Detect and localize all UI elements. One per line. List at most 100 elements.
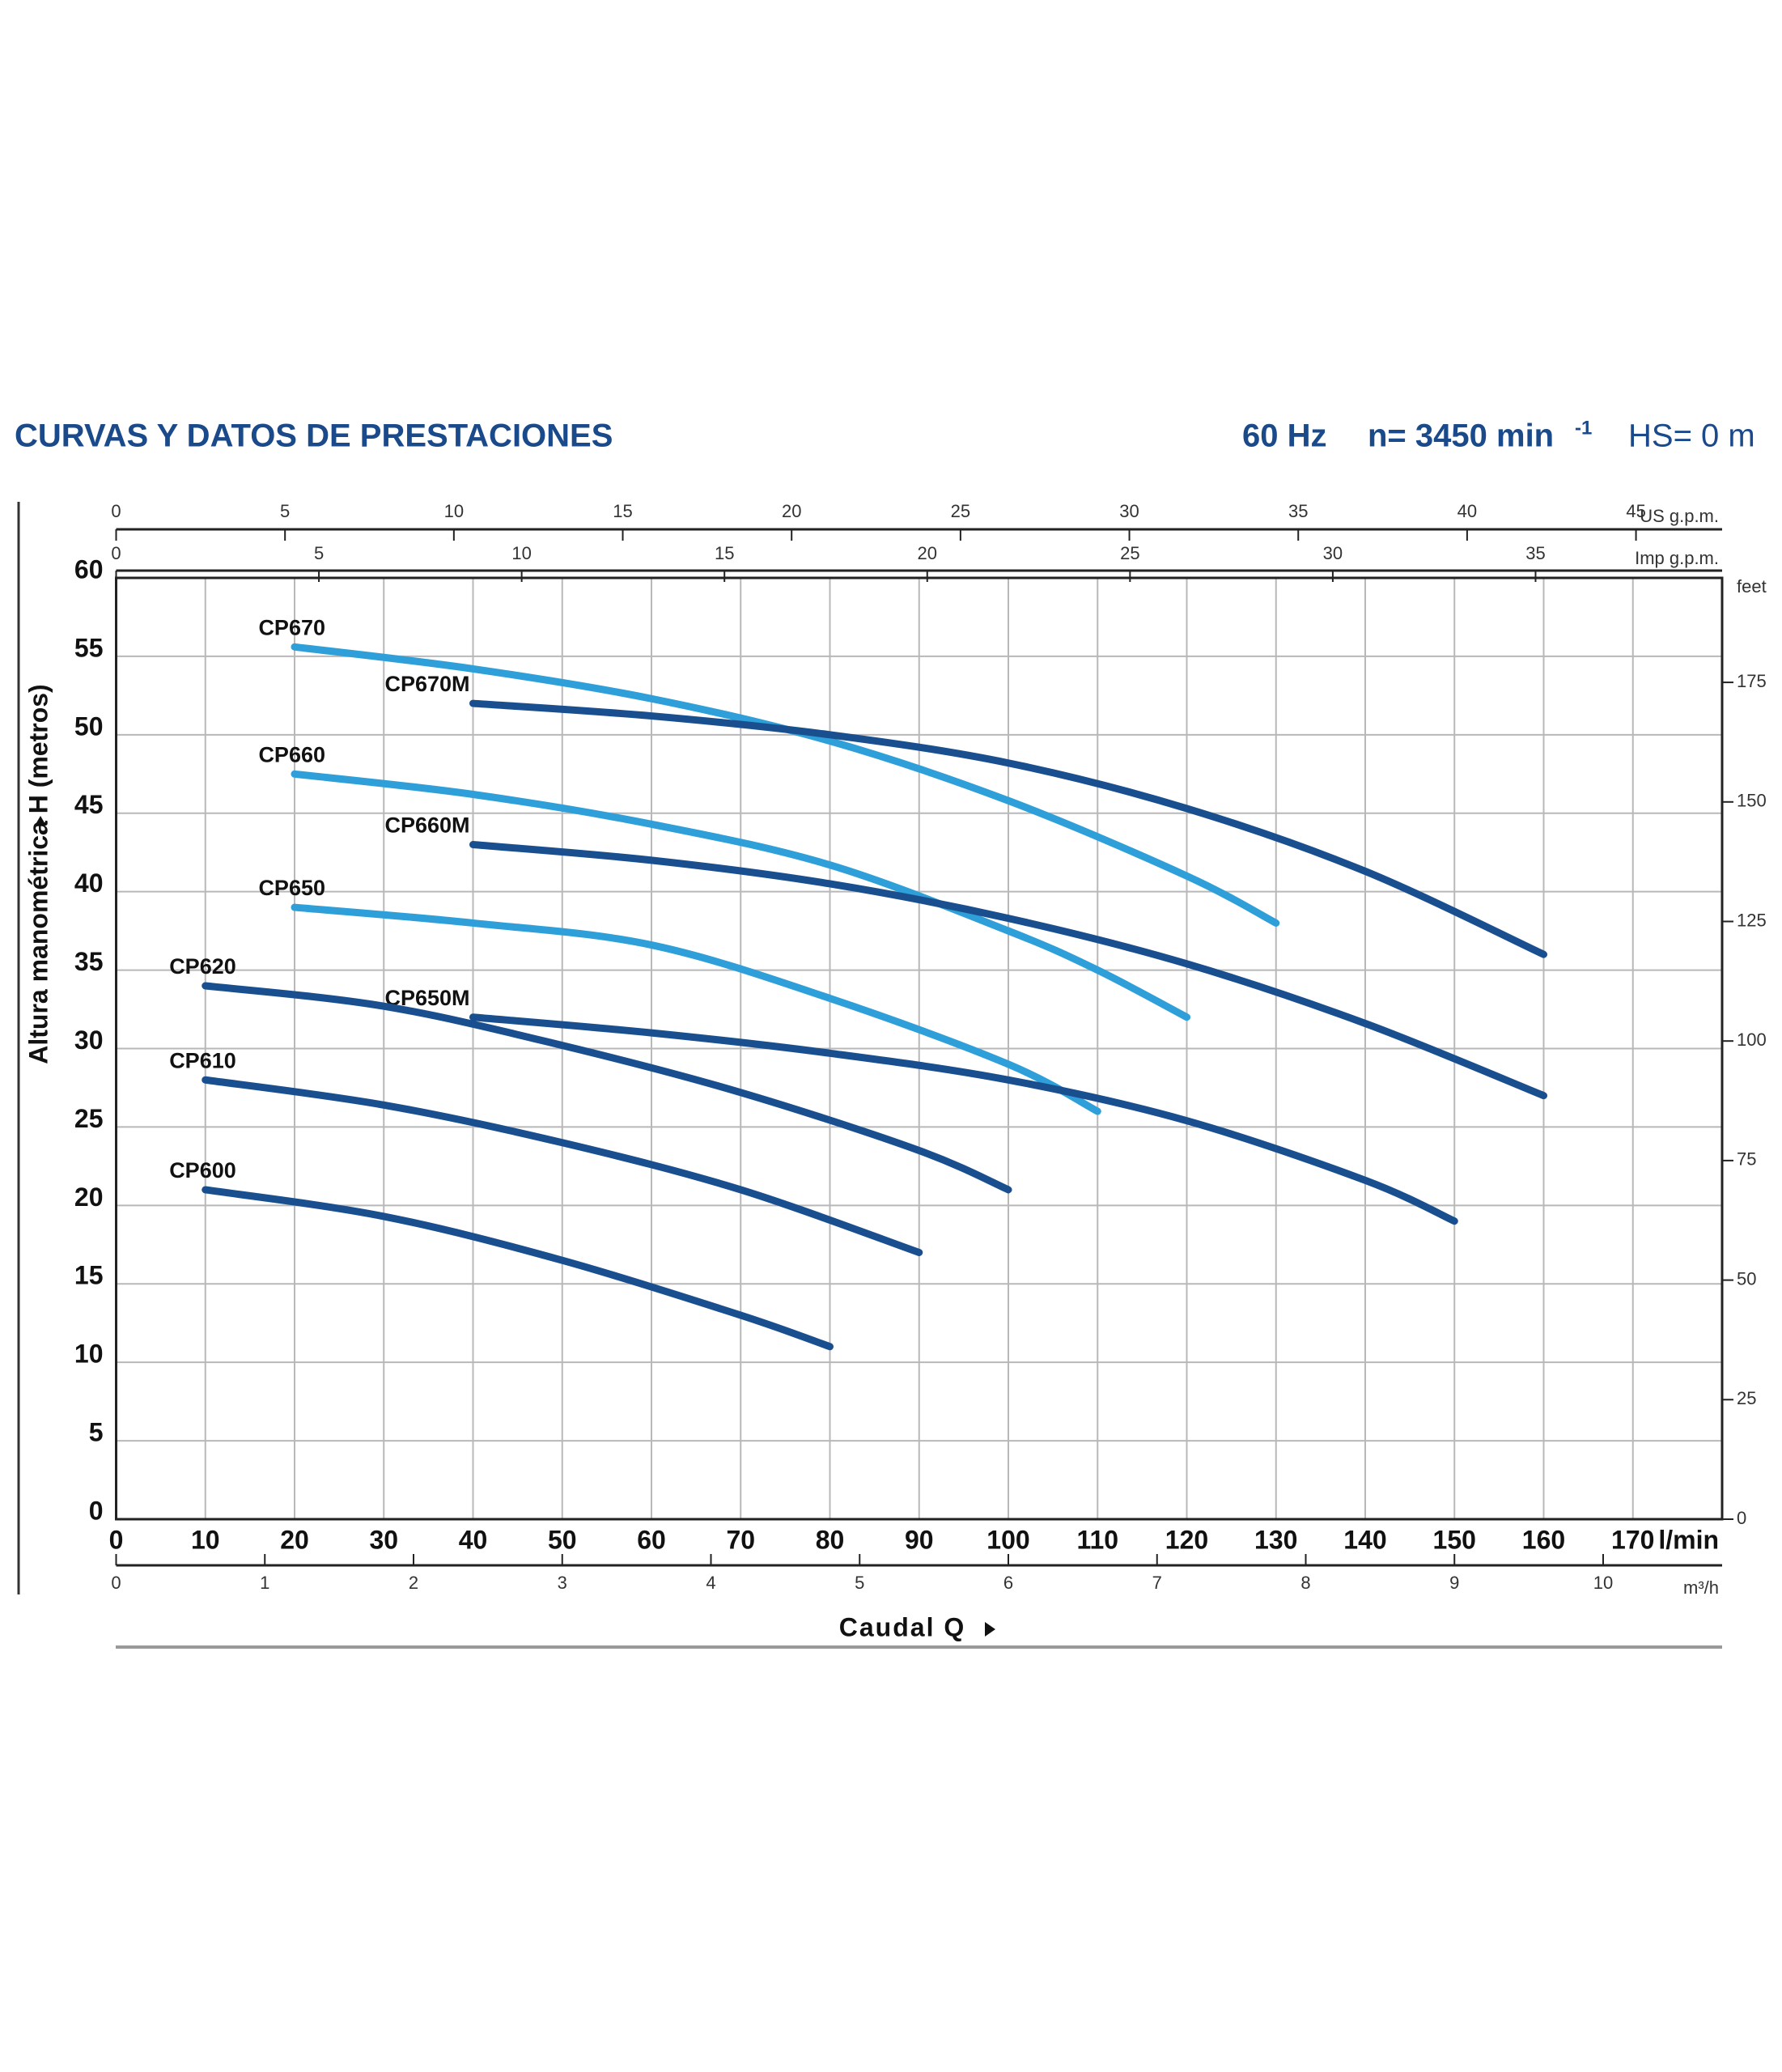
y-tick-label: 20 bbox=[74, 1182, 104, 1212]
frequency: 60 Hz bbox=[1242, 418, 1327, 454]
y-tick-label: 30 bbox=[74, 1025, 104, 1055]
curve-label: CP670 bbox=[258, 615, 325, 639]
x-tick-label: 110 bbox=[1076, 1525, 1118, 1554]
secondary-tick-label: 15 bbox=[613, 501, 632, 521]
y2-tick-label: 75 bbox=[1737, 1149, 1756, 1170]
suction-head: HS= 0 m bbox=[1628, 418, 1755, 454]
x-tick-label: 60 bbox=[637, 1525, 666, 1554]
secondary-tick-label: 35 bbox=[1288, 501, 1308, 521]
arrow bbox=[35, 816, 46, 826]
x-tick-label: 30 bbox=[369, 1525, 398, 1554]
y-tick-label: 10 bbox=[74, 1340, 104, 1369]
secondary-tick-label: 40 bbox=[1457, 501, 1477, 521]
secondary-tick-label: 6 bbox=[1003, 1573, 1013, 1593]
secondary-tick-label: 0 bbox=[111, 501, 121, 521]
secondary-tick-label: 10 bbox=[1593, 1573, 1613, 1593]
secondary-tick-label: 25 bbox=[951, 501, 970, 521]
y-axis-label: Altura manométrica H (metros) bbox=[23, 684, 53, 1064]
arrow bbox=[985, 1622, 995, 1637]
secondary-tick-label: 2 bbox=[409, 1573, 418, 1593]
x-tick-label: 160 bbox=[1522, 1525, 1565, 1554]
pump-curve bbox=[202, 982, 1012, 1194]
curve-label: CP650 bbox=[258, 876, 325, 900]
secondary-tick-label: 35 bbox=[1525, 543, 1545, 563]
secondary-unit-label: Imp g.p.m. bbox=[1635, 548, 1719, 568]
curve-label: CP670M bbox=[384, 672, 469, 696]
y-tick-label: 55 bbox=[74, 633, 104, 662]
y-tick-label: 45 bbox=[74, 790, 104, 819]
secondary-tick-label: 1 bbox=[260, 1573, 269, 1593]
x-unit-label: l/min bbox=[1658, 1525, 1719, 1554]
speed: n= 3450 min bbox=[1368, 418, 1554, 454]
secondary-tick-label: 7 bbox=[1152, 1573, 1162, 1593]
y-tick-label: 35 bbox=[74, 947, 104, 976]
x-tick-label: 50 bbox=[548, 1525, 577, 1554]
plot-frame bbox=[115, 576, 1724, 1521]
y-tick-label: 25 bbox=[74, 1104, 104, 1133]
y2-tick-label: 25 bbox=[1737, 1388, 1756, 1408]
pump-curve bbox=[291, 643, 1280, 927]
secondary-tick-label: 8 bbox=[1300, 1573, 1310, 1593]
y2-tick-label: 50 bbox=[1737, 1268, 1756, 1289]
x-tick-label: 170 bbox=[1611, 1525, 1654, 1554]
x-tick-label: 0 bbox=[109, 1525, 124, 1554]
secondary-tick-label: 20 bbox=[918, 543, 937, 563]
x-tick-label: 80 bbox=[816, 1525, 845, 1554]
secondary-tick-label: 25 bbox=[1120, 543, 1139, 563]
pump-curve bbox=[291, 903, 1101, 1115]
pump-curve bbox=[202, 1076, 923, 1256]
secondary-unit-label: m³/h bbox=[1683, 1577, 1719, 1598]
y2-tick-label: 175 bbox=[1737, 671, 1767, 691]
secondary-tick-label: 10 bbox=[511, 543, 531, 563]
pump-curve bbox=[291, 770, 1190, 1021]
speed-exponent: -1 bbox=[1575, 417, 1592, 439]
x-axis-label: Caudal Q bbox=[839, 1612, 965, 1641]
x-tick-label: 140 bbox=[1343, 1525, 1386, 1554]
pump-curve bbox=[469, 1013, 1458, 1225]
secondary-unit-label: US g.p.m. bbox=[1640, 506, 1719, 526]
secondary-tick-label: 3 bbox=[558, 1573, 567, 1593]
y-tick-label: 50 bbox=[74, 711, 104, 741]
curve-label: CP660M bbox=[384, 813, 469, 838]
curve-label: CP660 bbox=[258, 742, 325, 766]
secondary-tick-label: 45 bbox=[1626, 501, 1645, 521]
pump-curve bbox=[202, 1186, 834, 1351]
secondary-tick-label: 0 bbox=[111, 543, 121, 563]
secondary-tick-label: 15 bbox=[715, 543, 734, 563]
y2-tick-label: 100 bbox=[1737, 1030, 1767, 1050]
pump-curve bbox=[469, 841, 1547, 1100]
secondary-tick-label: 9 bbox=[1449, 1573, 1459, 1593]
y-tick-label: 40 bbox=[74, 868, 104, 898]
curve-label: CP600 bbox=[169, 1158, 236, 1182]
x-tick-label: 90 bbox=[905, 1525, 934, 1554]
y-tick-label: 5 bbox=[89, 1418, 104, 1447]
secondary-tick-label: 10 bbox=[444, 501, 464, 521]
chart-title: CURVAS Y DATOS DE PRESTACIONES bbox=[15, 418, 613, 454]
y2-tick-label: 125 bbox=[1737, 910, 1767, 930]
x-tick-label: 70 bbox=[726, 1525, 755, 1554]
pump-curve bbox=[469, 699, 1547, 958]
y2-tick-label: 150 bbox=[1737, 791, 1767, 811]
secondary-tick-label: 4 bbox=[706, 1573, 715, 1593]
y-tick-label: 0 bbox=[89, 1496, 104, 1525]
y-tick-label: 60 bbox=[74, 554, 104, 584]
x-tick-label: 40 bbox=[459, 1525, 488, 1554]
secondary-tick-label: 5 bbox=[314, 543, 324, 563]
curve-label: CP610 bbox=[169, 1048, 236, 1072]
y2-unit-label: feet bbox=[1737, 576, 1767, 597]
curve-label: CP620 bbox=[169, 954, 236, 979]
secondary-tick-label: 5 bbox=[280, 501, 290, 521]
secondary-tick-label: 0 bbox=[111, 1573, 121, 1593]
secondary-tick-label: 30 bbox=[1323, 543, 1343, 563]
x-tick-label: 130 bbox=[1254, 1525, 1297, 1554]
x-tick-label: 150 bbox=[1433, 1525, 1476, 1554]
secondary-tick-label: 20 bbox=[782, 501, 801, 521]
secondary-tick-label: 5 bbox=[855, 1573, 864, 1593]
x-tick-label: 100 bbox=[986, 1525, 1029, 1554]
y2-tick-label: 0 bbox=[1737, 1508, 1746, 1528]
x-tick-label: 20 bbox=[280, 1525, 309, 1554]
x-tick-label: 120 bbox=[1165, 1525, 1208, 1554]
secondary-tick-label: 30 bbox=[1119, 501, 1139, 521]
x-tick-label: 10 bbox=[191, 1525, 220, 1554]
